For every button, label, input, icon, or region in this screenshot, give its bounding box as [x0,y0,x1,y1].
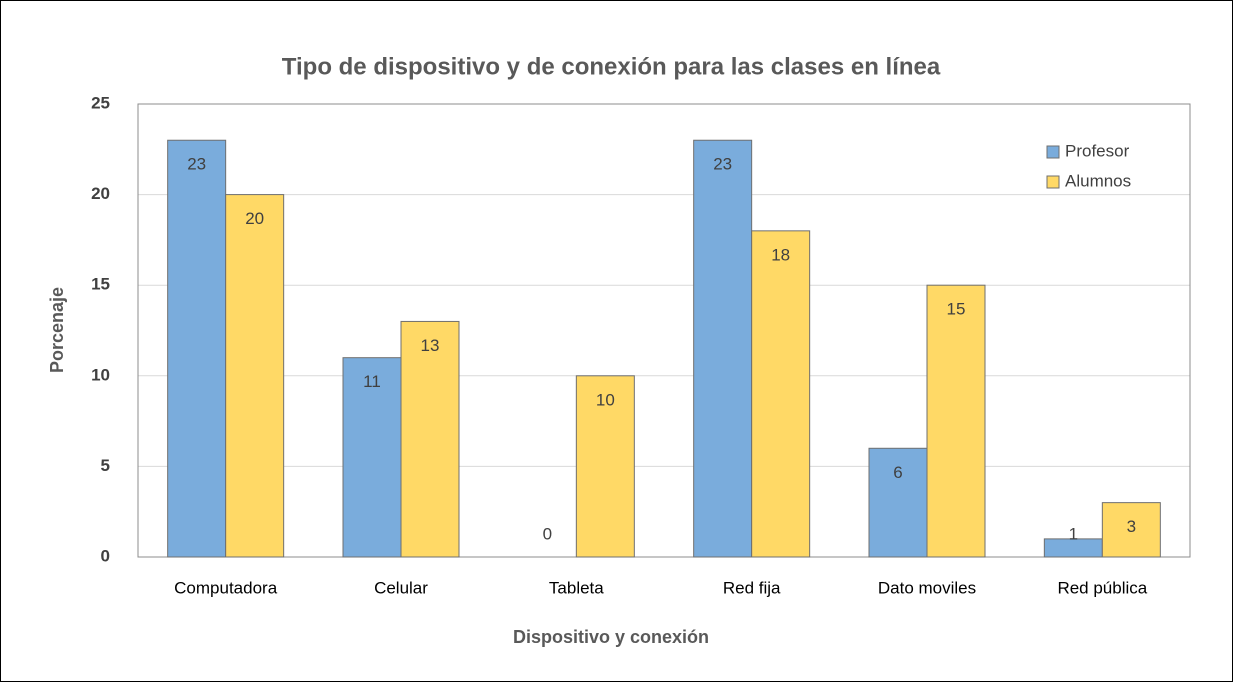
x-tick-label: Red pública [1057,578,1147,597]
data-label: 15 [947,300,966,319]
legend-swatch [1046,145,1060,159]
bar [693,139,753,558]
chart-title: Tipo de dispositivo y de conexión para l… [282,53,941,80]
bar [225,194,285,558]
data-label: 23 [187,155,206,174]
y-tick-label: 5 [101,456,110,475]
bar [167,139,227,558]
y-axis-label: Porcenaje [47,287,67,373]
plot-area [137,103,1191,558]
data-label: 13 [421,336,440,355]
bar [400,320,460,558]
x-tick-label: Celular [374,578,428,597]
x-axis-label: Dispositivo y conexión [513,627,709,647]
bar [342,357,402,558]
x-tick-label: Computadora [174,578,278,597]
bar [868,447,928,558]
legend-label: Profesor [1065,141,1130,160]
y-tick-label: 15 [91,275,110,294]
y-tick-label: 20 [91,184,110,203]
data-label: 20 [245,209,264,228]
data-label: 3 [1127,517,1136,536]
bar [926,284,986,558]
data-label: 6 [893,463,902,482]
bar [751,230,811,558]
data-label: 23 [713,155,732,174]
data-label: 11 [363,372,381,391]
y-tick-label: 10 [91,365,110,384]
legend-label: Alumnos [1065,171,1131,190]
data-label: 0 [543,524,552,543]
legend-swatch [1046,175,1060,189]
bar [575,375,635,558]
x-tick-label: Tableta [549,578,604,597]
data-label: 10 [596,390,615,409]
y-tick-label: 25 [91,93,110,112]
bar [1101,502,1161,558]
data-label: 18 [771,245,790,264]
x-tick-label: Red fija [723,578,781,597]
x-tick-label: Dato moviles [878,578,976,597]
y-tick-label: 0 [101,546,110,565]
data-label: 1 [1069,524,1078,543]
